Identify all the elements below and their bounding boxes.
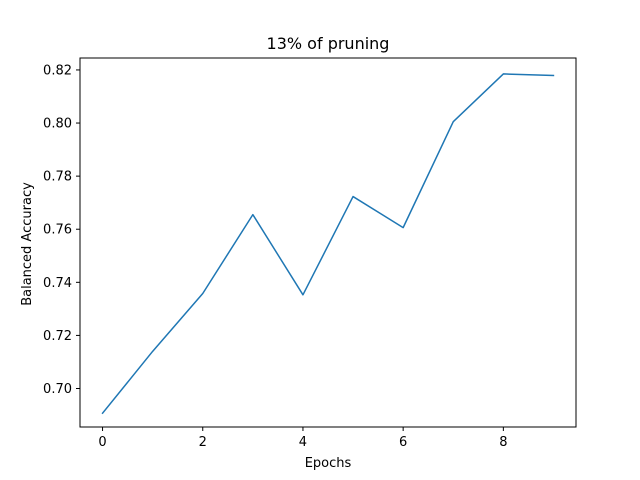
x-axis-label: Epochs — [305, 456, 352, 471]
y-tick-label: 0.82 — [43, 63, 72, 78]
series-line-0 — [101, 73, 555, 415]
y-tick-label: 0.78 — [43, 170, 72, 185]
x-tick-label: 6 — [399, 435, 407, 450]
x-tick-label: 4 — [299, 435, 307, 450]
x-axis: 0 2 4 6 8 — [98, 427, 507, 450]
y-axis: 0.70 0.72 0.74 0.76 0.78 0.80 0.82 — [43, 63, 80, 397]
y-tick-label: 0.80 — [43, 117, 72, 132]
x-tick-label: 8 — [499, 435, 507, 450]
y-axis-label: Balanced Accuracy — [20, 182, 35, 306]
chart-title: 13% of pruning — [267, 34, 390, 53]
axes-frame — [79, 57, 577, 428]
y-tick-label: 0.74 — [43, 276, 72, 291]
y-tick-label: 0.70 — [43, 382, 72, 397]
plot-area — [79, 57, 577, 428]
x-tick-label: 0 — [98, 435, 106, 450]
y-tick-label: 0.72 — [43, 329, 72, 344]
x-tick-label: 2 — [199, 435, 207, 450]
y-tick-label: 0.76 — [43, 223, 72, 238]
